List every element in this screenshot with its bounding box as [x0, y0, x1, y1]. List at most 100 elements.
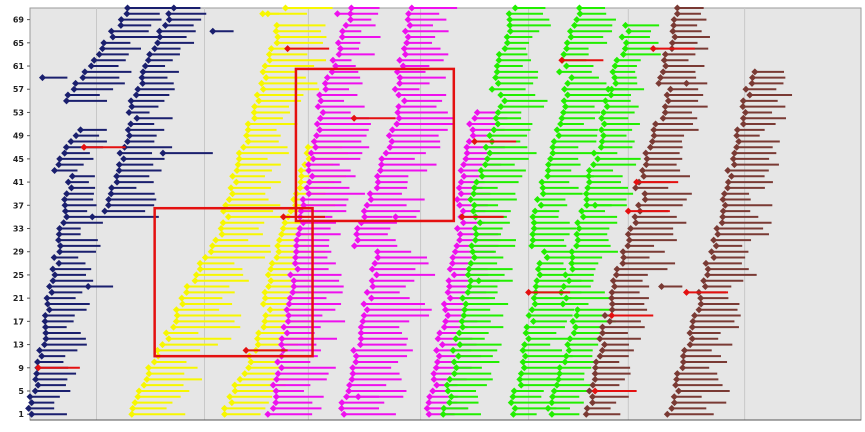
- series-2-col-1-pt-14-point: [278, 335, 286, 343]
- series-3-col-7-pt-23-point: [560, 283, 568, 291]
- series-3-col-2-pt-33-point: [471, 225, 479, 233]
- series-4-col-1-pt-55-point: [664, 97, 672, 105]
- series-2-col-4-pt-13-point: [356, 341, 364, 349]
- series-3-col-4-pt-33-point: [530, 225, 538, 233]
- series-0-col-2-pt-5-point: [31, 387, 39, 395]
- series-2-col-0-pt-68-point: [342, 21, 350, 29]
- series-1-col-3-pt-14-point: [165, 335, 173, 343]
- series-2-col-0-pt-65-point: [334, 39, 342, 47]
- series-0-col-2-pt-33-point: [56, 225, 64, 233]
- y-tick-label-5: 5: [18, 387, 24, 396]
- series-1-col-1-pt-39-point: [229, 190, 237, 198]
- series-1-col-4-pt-23-point: [265, 283, 273, 291]
- series-3-col-2-pt-11-point: [454, 352, 462, 360]
- series-0-col-0-pt-66-point: [109, 33, 117, 41]
- series-4-col-2-pt-22-point: [608, 288, 616, 296]
- series-2-col-6-pt-28-point: [449, 254, 457, 262]
- series-3-col-7-pt-38-point: [583, 195, 591, 203]
- series-4-col-3-pt-3-point: [589, 399, 597, 407]
- series-2-col-3-pt-55-point: [400, 97, 408, 105]
- series-1-col-4-pt-42-point: [298, 172, 306, 180]
- series-4-col-0-pt-66-point: [671, 33, 679, 41]
- series-3-col-4-pt-31-point: [529, 236, 537, 244]
- series-4-col-5-pt-18-point: [691, 312, 699, 320]
- series-3-col-2-pt-34-point: [476, 219, 484, 227]
- series-0-col-2-pt-41-point: [64, 178, 72, 186]
- series-1-col-4-pt-44-point: [301, 161, 309, 169]
- series-0-col-3-pt-69-point: [165, 16, 173, 24]
- y-tick-label-53: 53: [13, 108, 24, 117]
- series-1-col-4-pt-28-point: [273, 254, 281, 262]
- series-3-col-7-pt-51-point: [600, 120, 608, 128]
- series-3-col-1-pt-46-point: [486, 149, 494, 157]
- series-3-col-8-pt-15-point: [570, 329, 578, 337]
- series-2-col-3-pt-44-point: [378, 161, 386, 169]
- series-3-col-5-pt-15-point: [522, 329, 530, 337]
- series-3-col-2-pt-15-point: [455, 329, 463, 337]
- series-0-col-4-pt-42-point: [113, 172, 121, 180]
- series-2-col-4-pt-26-point: [368, 265, 376, 273]
- series-1-col-1-pt-59-point: [262, 74, 270, 82]
- series-4-col-3-pt-5-point: [585, 387, 593, 395]
- series-4-col-2-pt-39-point: [641, 190, 649, 198]
- series-3-col-4-pt-43-point: [544, 166, 552, 174]
- series-0-col-4-pt-49-point: [126, 132, 134, 140]
- series-4-col-4-pt-49-point: [733, 132, 741, 140]
- series-1-col-1-pt-65-point: [273, 39, 281, 47]
- series-3-col-2-pt-28-point: [471, 254, 479, 262]
- series-2-col-1-pt-24-point: [290, 277, 298, 285]
- series-3-col-1-pt-40-point: [470, 184, 478, 192]
- series-3-col-4-pt-57-point: [561, 85, 569, 93]
- series-0-col-2-pt-11-point: [38, 352, 46, 360]
- series-2-col-2-pt-64-point: [400, 45, 408, 53]
- series-1-col-4-pt-22-point: [261, 288, 269, 296]
- series-3-col-2-pt-8-point: [450, 370, 458, 378]
- series-0-col-4-pt-39-point: [107, 190, 115, 198]
- series-0-outlier-3-point: [84, 283, 92, 291]
- series-4-col-5-pt-4-point: [670, 393, 678, 401]
- y-tick-label-25: 25: [13, 271, 25, 280]
- series-4-col-5-pt-17-point: [689, 317, 697, 325]
- series-2-col-0-pt-58-point: [321, 79, 329, 87]
- series-4-col-3-pt-13-point: [601, 341, 609, 349]
- series-2-col-2-pt-65-point: [403, 39, 411, 47]
- series-0-col-2-pt-31-point: [55, 236, 63, 244]
- series-4-col-1-pt-51-point: [652, 120, 660, 128]
- series-3-col-7-pt-50-point: [598, 126, 606, 134]
- series-3-col-5-pt-4-point: [509, 393, 517, 401]
- series-3-col-8-pt-7-point: [554, 375, 562, 383]
- series-2-col-1-pt-50-point: [316, 126, 324, 134]
- series-2-col-3-pt-52-point: [395, 114, 403, 122]
- series-0-col-0-pt-64-point: [98, 45, 106, 53]
- series-3-col-4-pt-59-point: [568, 74, 576, 82]
- series-4-col-3-pt-10-point: [592, 358, 600, 366]
- series-3-col-7-pt-39-point: [582, 190, 590, 198]
- series-0-col-3-pt-56-point: [132, 91, 140, 99]
- series-4-col-0-pt-71-point: [673, 4, 681, 12]
- series-1-col-4-pt-20-point: [259, 300, 267, 308]
- series-0-col-2-pt-23-point: [46, 283, 54, 291]
- series-3-col-4-pt-34-point: [530, 219, 538, 227]
- series-0-col-2-pt-8-point: [33, 370, 41, 378]
- series-0-col-2-pt-16-point: [42, 323, 50, 331]
- series-4-col-1-pt-43-point: [639, 166, 647, 174]
- series-3-col-6-pt-60-point: [609, 68, 617, 76]
- series-0-col-2-pt-21-point: [43, 294, 51, 302]
- series-1-col-1-pt-66-point: [274, 33, 282, 41]
- series-4-col-4-pt-37-point: [721, 201, 729, 209]
- series-1-col-5-pt-7-point: [236, 375, 244, 383]
- series-1-col-1-pt-55-point: [255, 97, 263, 105]
- series-3-highlight-point-0-point: [471, 137, 479, 145]
- series-3-col-5-pt-25-point: [536, 271, 544, 279]
- series-2-col-6-pt-26-point: [446, 265, 454, 273]
- series-0-col-0-pt-60-point: [81, 68, 89, 76]
- series-3-col-1-pt-42-point: [478, 172, 486, 180]
- series-2-col-3-pt-31-point: [354, 236, 362, 244]
- series-3-col-5-pt-29-point: [540, 248, 548, 256]
- series-2-col-4-pt-12-point: [350, 346, 358, 354]
- series-4-col-5-pt-20-point: [697, 300, 705, 308]
- series-3-col-1-pt-50-point: [490, 126, 498, 134]
- series-1-col-5-pt-14-point: [254, 335, 262, 343]
- series-3-col-2-pt-9-point: [452, 364, 460, 372]
- series-2-col-1-pt-39-point: [305, 190, 313, 198]
